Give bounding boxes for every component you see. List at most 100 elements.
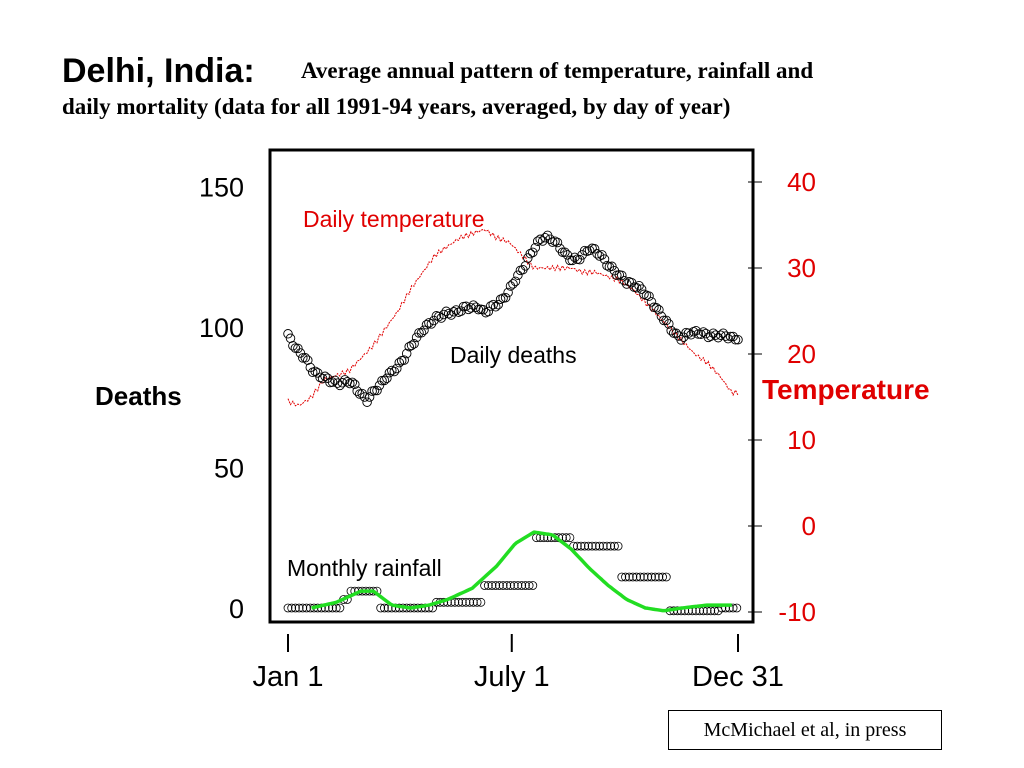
rainfall-data-point [584, 541, 593, 551]
deaths-data-point [490, 302, 501, 312]
deaths-data-point [377, 375, 387, 386]
rainfall-data-point [658, 572, 667, 582]
deaths-data-point [676, 335, 686, 345]
deaths-data-point [426, 319, 437, 329]
y-right-tick-label: 40 [787, 167, 816, 197]
deaths-data-point [730, 335, 741, 345]
rainfall-data-point [561, 533, 571, 543]
deaths-data-point [537, 236, 548, 246]
deaths-data-point [733, 334, 743, 345]
deaths-data-point [592, 249, 602, 259]
temperature-annotation: Daily temperature [303, 206, 485, 232]
deaths-data-point [661, 315, 672, 326]
deaths-data-point [471, 302, 481, 312]
rainfall-data-point [517, 581, 527, 590]
rainfall-data-point [483, 581, 493, 590]
deaths-data-point [691, 325, 701, 336]
rainfall-data-point [491, 581, 501, 590]
deaths-data-point [508, 279, 518, 289]
deaths-data-point [320, 371, 330, 382]
rainfall-data-point [494, 581, 504, 590]
deaths-data-point [414, 328, 424, 338]
deaths-data-point [636, 284, 647, 294]
rainfall-data-point [472, 597, 482, 607]
deaths-data-point [589, 244, 600, 254]
deaths-data-point [530, 242, 541, 253]
rainfall-data-point [457, 597, 467, 607]
deaths-data-point [671, 328, 681, 339]
deaths-layer [283, 230, 743, 407]
rainfall-data-point [476, 597, 486, 607]
deaths-data-point [456, 306, 466, 316]
deaths-data-point [364, 392, 375, 402]
deaths-data-point [345, 378, 355, 389]
deaths-data-point [523, 253, 533, 263]
rainfall-data-point [654, 572, 664, 582]
deaths-data-point [389, 366, 400, 377]
y-left-tick-label: 50 [214, 453, 244, 483]
deaths-data-point [379, 375, 390, 386]
deaths-data-point [337, 378, 348, 388]
rainfall-data-point [628, 572, 638, 582]
deaths-data-point [503, 287, 513, 298]
deaths-data-point [315, 372, 325, 383]
rainfall-data-point [617, 572, 627, 582]
rainfall-data-point [576, 541, 586, 551]
deaths-data-point [347, 377, 358, 388]
y-right-tick-label: 30 [787, 253, 816, 283]
rainfall-data-point [643, 572, 653, 582]
deaths-data-point [710, 330, 721, 340]
deaths-data-point [394, 357, 405, 368]
deaths-data-point [500, 292, 511, 303]
deaths-data-point [416, 328, 427, 338]
deaths-data-point [698, 327, 709, 337]
rainfall-data-point [565, 533, 575, 543]
deaths-data-point [720, 331, 731, 341]
deaths-data-point [443, 308, 454, 319]
deaths-data-point [330, 375, 340, 386]
rainfall-data-point [298, 603, 308, 613]
rainfall-data-point [639, 572, 649, 582]
rainfall-data-point [635, 572, 645, 582]
deaths-data-point [285, 333, 296, 344]
deaths-data-point [664, 319, 674, 329]
deaths-data-point [599, 254, 610, 264]
deaths-data-point [513, 270, 523, 280]
citation-text: McMichael et al, in press [703, 718, 907, 741]
deaths-data-point [552, 237, 563, 248]
rainfall-annotation: Monthly rainfall [287, 555, 442, 581]
deaths-data-point [439, 309, 449, 320]
deaths-data-point [283, 329, 293, 339]
deaths-data-point [461, 301, 471, 312]
rainfall-data-point [480, 581, 490, 590]
y-left-tick-label: 100 [199, 313, 244, 343]
deaths-data-point [298, 353, 308, 363]
deaths-data-point [310, 366, 320, 377]
deaths-data-point [406, 340, 417, 351]
rainfall-data-point [302, 603, 311, 613]
deaths-data-point [495, 294, 506, 304]
rainfall-data-point [454, 597, 464, 607]
deaths-data-point [619, 275, 630, 286]
deaths-data-point [723, 333, 733, 344]
deaths-data-point [668, 328, 679, 338]
rainfall-data-point [335, 603, 345, 613]
deaths-data-point [335, 380, 345, 391]
rainfall-layer [283, 530, 742, 616]
deaths-data-point [466, 303, 476, 313]
rainfall-data-point [602, 541, 612, 551]
rainfall-data-point [598, 541, 608, 551]
rainfall-data-point [283, 603, 293, 613]
deaths-data-point [528, 247, 538, 258]
deaths-data-point [340, 375, 350, 385]
rainfall-data-point [524, 581, 534, 590]
deaths-data-point [369, 385, 380, 396]
deaths-data-point [300, 353, 311, 363]
deaths-data-point [594, 251, 605, 261]
slide-subtitle-line-2: daily mortality (data for all 1991-94 ye… [62, 94, 731, 119]
deaths-data-point [436, 313, 447, 323]
rainfall-data-point [290, 603, 300, 613]
y-left-tick-label: 0 [229, 594, 244, 624]
deaths-data-point [421, 319, 432, 330]
